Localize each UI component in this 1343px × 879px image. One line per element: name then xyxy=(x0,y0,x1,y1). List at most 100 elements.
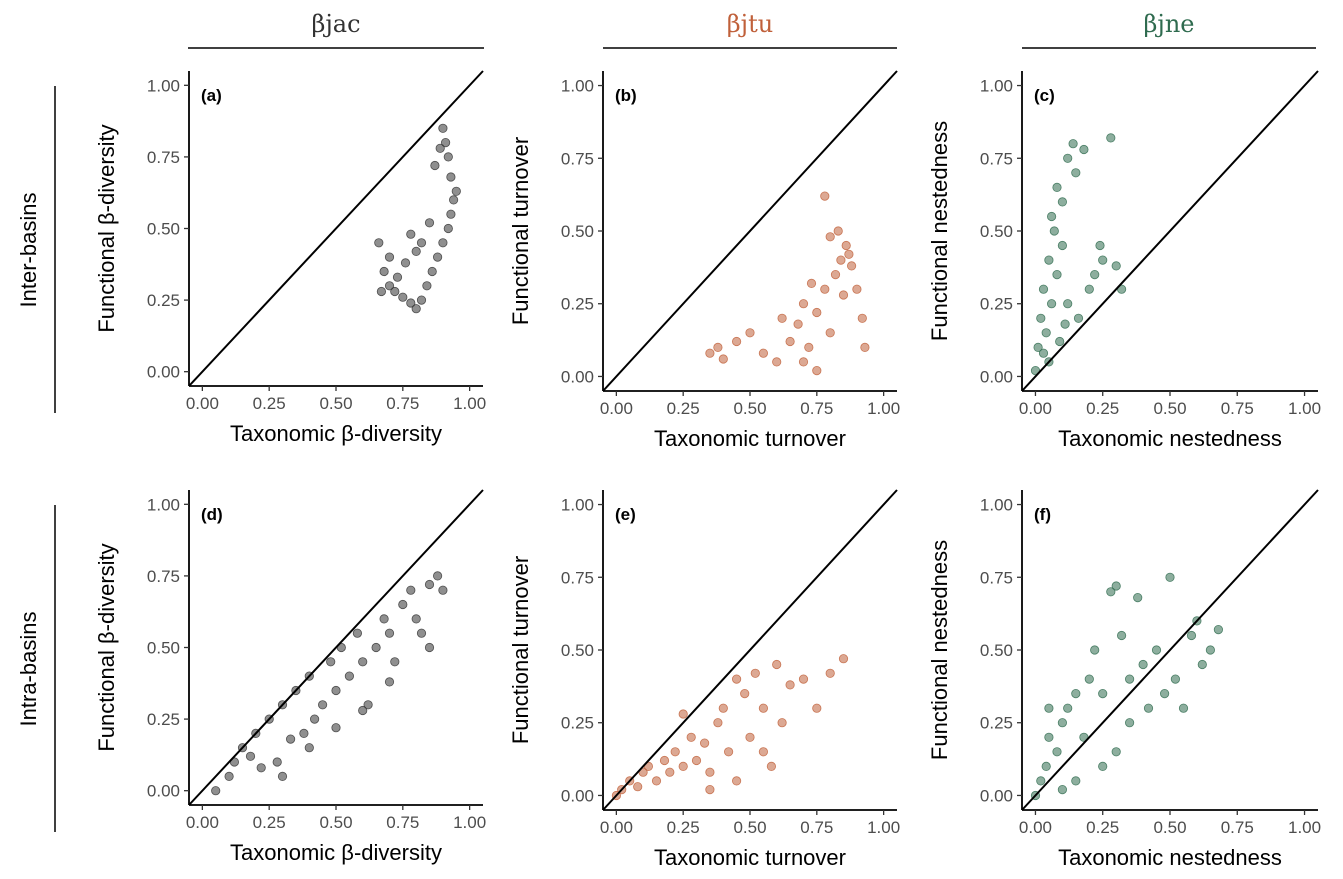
x-tick-label: 0.00 xyxy=(1019,399,1052,418)
data-point xyxy=(731,776,742,786)
data-point xyxy=(758,747,769,757)
data-point xyxy=(691,755,702,766)
y-tick-label: 0.75 xyxy=(980,149,1013,168)
panel-tag: (e) xyxy=(615,505,636,524)
data-point xyxy=(731,674,742,684)
panel-tag: (a) xyxy=(201,86,222,105)
data-point xyxy=(1055,336,1065,347)
data-point xyxy=(772,357,782,367)
scatter-panel-b: 0.00 0.00 0.25 0.25 0.50 0.50 0.75 0.75 1.00 1.00… xyxy=(508,70,900,451)
data-point xyxy=(371,642,381,653)
x-axis-label: Taxonomic nestedness xyxy=(1058,845,1282,870)
data-point xyxy=(1063,153,1073,163)
data-point xyxy=(416,628,427,638)
data-point xyxy=(1041,761,1051,772)
data-point xyxy=(416,295,427,305)
data-point xyxy=(1125,674,1135,684)
y-axis-label: Functional turnover xyxy=(508,556,533,744)
x-tick-label: 0.50 xyxy=(319,394,352,413)
y-tick-label: 0.00 xyxy=(980,786,1013,805)
panel-tag: (c) xyxy=(1034,86,1055,105)
x-tick-label: 0.75 xyxy=(1221,399,1254,418)
data-point xyxy=(448,195,459,205)
data-point xyxy=(424,218,435,228)
diagonal-line xyxy=(1021,70,1319,392)
data-point xyxy=(758,348,769,358)
data-point xyxy=(352,628,362,638)
y-tick-label: 0.50 xyxy=(561,641,594,660)
x-tick-label: 0.50 xyxy=(733,399,766,418)
data-point xyxy=(424,642,435,653)
data-point xyxy=(1106,133,1116,143)
data-point xyxy=(422,281,432,291)
data-point xyxy=(438,238,448,248)
data-point xyxy=(443,152,453,162)
scatter-points xyxy=(211,571,448,796)
data-point xyxy=(1095,240,1105,251)
data-point xyxy=(1098,688,1108,699)
data-point xyxy=(830,269,841,280)
data-point xyxy=(398,292,408,302)
data-point xyxy=(1052,747,1062,757)
y-axis-label: Functional nestedness xyxy=(927,540,952,760)
data-point xyxy=(374,238,384,248)
data-point xyxy=(446,172,456,182)
data-point xyxy=(841,240,851,251)
x-tick-label: 0.50 xyxy=(319,813,352,832)
data-point xyxy=(245,751,256,761)
data-point xyxy=(451,186,461,196)
row-label-text: Intra-basins xyxy=(16,612,41,727)
data-point xyxy=(804,342,814,352)
x-tick-label: 0.00 xyxy=(186,394,219,413)
y-tick-label: 0.50 xyxy=(147,220,180,239)
data-point xyxy=(1143,703,1154,713)
y-tick-label: 0.00 xyxy=(147,782,180,801)
scatter-panel-a: 0.00 0.00 0.25 0.25 0.50 0.50 0.75 0.75 1.00 1.00… xyxy=(94,70,486,446)
data-point xyxy=(686,732,696,742)
data-point xyxy=(1063,703,1073,713)
column-header-label: βjtu xyxy=(727,10,773,38)
x-tick-label: 0.25 xyxy=(667,399,700,418)
x-tick-label: 0.50 xyxy=(733,818,766,837)
y-tick-label: 0.50 xyxy=(561,222,594,241)
y-tick-label: 0.75 xyxy=(147,567,180,586)
column-header-jtu: βjtu xyxy=(603,10,897,49)
data-point xyxy=(785,336,795,347)
data-point xyxy=(211,786,221,796)
data-point xyxy=(424,579,435,590)
data-point xyxy=(331,685,341,696)
column-header-label: βjac xyxy=(311,10,360,38)
data-point xyxy=(705,784,715,795)
data-point xyxy=(1068,139,1078,149)
data-point xyxy=(633,782,643,792)
data-point xyxy=(358,705,368,716)
data-point xyxy=(1047,211,1057,222)
x-tick-label: 0.75 xyxy=(800,818,833,837)
data-point xyxy=(731,336,742,347)
data-point xyxy=(699,738,710,748)
data-point xyxy=(857,313,867,323)
data-point xyxy=(432,252,443,262)
y-tick-label: 0.75 xyxy=(147,148,180,167)
data-point xyxy=(376,286,386,297)
data-point xyxy=(1098,761,1108,772)
y-tick-label: 1.00 xyxy=(561,496,594,515)
x-tick-label: 0.25 xyxy=(253,813,286,832)
scatter-points xyxy=(1030,133,1127,376)
data-point xyxy=(224,771,234,782)
data-point xyxy=(443,223,453,234)
data-point xyxy=(1205,645,1216,655)
data-point xyxy=(272,757,282,767)
column-header-jne: βjne xyxy=(1022,10,1316,49)
data-point xyxy=(678,761,688,772)
y-axis-label: Functional β-diversity xyxy=(94,543,119,751)
data-point xyxy=(1160,688,1170,699)
data-point xyxy=(1036,776,1046,786)
x-axis-label: Taxonomic turnover xyxy=(654,845,846,870)
data-point xyxy=(1044,703,1054,713)
data-point xyxy=(798,357,809,367)
diagonal-line xyxy=(602,489,898,811)
data-point xyxy=(798,299,809,309)
y-axis-label: Functional β-diversity xyxy=(94,124,119,332)
